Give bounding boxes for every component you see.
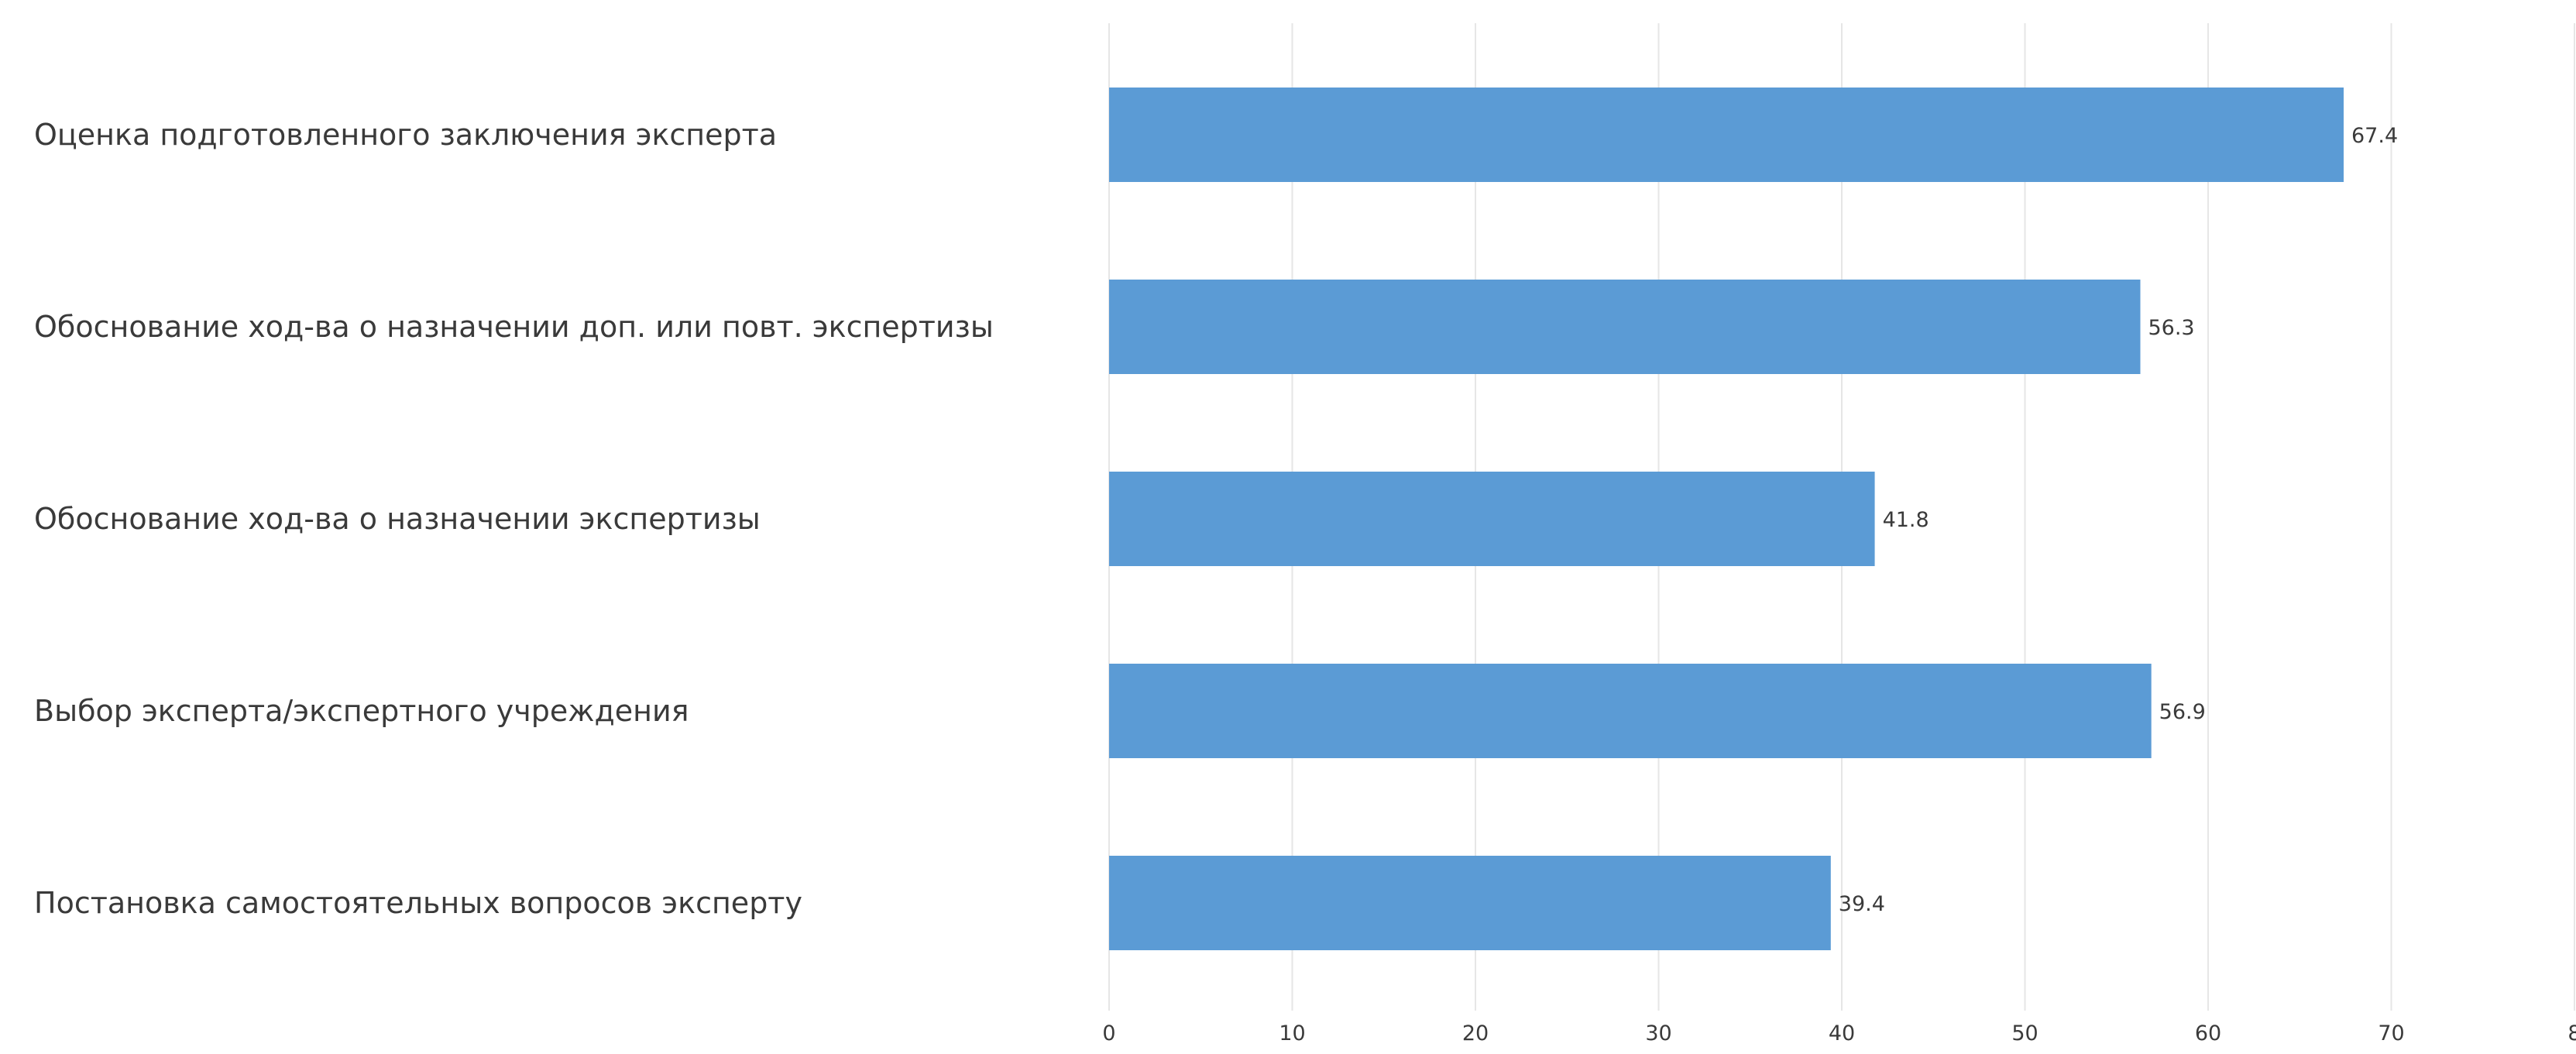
- x-tick-label: 10: [1279, 1021, 1305, 1045]
- x-tick-label: 30: [1645, 1021, 1671, 1045]
- x-tick-label: 50: [2011, 1021, 2038, 1045]
- x-tick-label: 8: [2567, 1021, 2576, 1045]
- bar: [1109, 664, 2152, 758]
- value-labels: 67.4 56.3 41.8 56.9 39.4: [1839, 124, 2398, 916]
- bar: [1109, 88, 2344, 182]
- bar-value-label: 56.9: [2159, 700, 2206, 724]
- bar: [1109, 280, 2141, 374]
- bar-value-label: 39.4: [1839, 892, 1885, 916]
- x-tick-label: 0: [1102, 1021, 1115, 1045]
- bar-value-label: 41.8: [1883, 508, 1929, 532]
- x-tick-label: 40: [1829, 1021, 1855, 1045]
- category-label: Выбор эксперта/экспертного учреждения: [34, 694, 689, 728]
- category-label: Оценка подготовленного заключения экспер…: [34, 118, 777, 152]
- x-axis-ticks: 0 10 20 30 40 50 60 70 8: [1102, 1021, 2576, 1045]
- x-tick-label: 20: [1462, 1021, 1489, 1045]
- bar: [1109, 856, 1831, 950]
- bars: [1109, 88, 2344, 950]
- category-label: Обоснование ход-ва о назначении доп. или…: [34, 310, 994, 344]
- bar-value-label: 67.4: [2351, 124, 2398, 148]
- x-tick-label: 70: [2378, 1021, 2404, 1045]
- bar-value-label: 56.3: [2148, 316, 2194, 340]
- category-label: Обоснование ход-ва о назначении эксперти…: [34, 502, 761, 536]
- category-labels: Оценка подготовленного заключения экспер…: [34, 118, 994, 920]
- x-tick-label: 60: [2195, 1021, 2221, 1045]
- category-label: Постановка самостоятельных вопросов эксп…: [34, 886, 802, 920]
- bar: [1109, 472, 1875, 566]
